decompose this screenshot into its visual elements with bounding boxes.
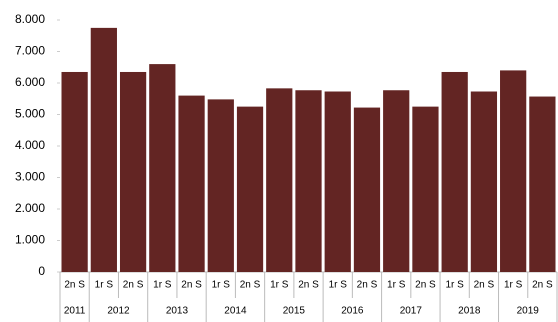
x-tick-label: 1r S [329, 280, 348, 291]
x-group-label: 2015 [283, 306, 306, 317]
x-tick-label: 2n S [240, 280, 261, 291]
x-tick-label: 2n S [181, 280, 202, 291]
x-group-label: 2011 [64, 306, 86, 317]
y-tick-label: 6.000 [15, 75, 45, 89]
x-tick-label: 1r S [387, 280, 406, 291]
y-tick-label: 4.000 [15, 138, 45, 152]
bar [61, 71, 88, 272]
x-group-label: 2017 [400, 306, 423, 317]
x-tick-label: 1r S [95, 280, 114, 291]
x-tick-label: 2n S [357, 280, 378, 291]
x-group-label: 2019 [517, 306, 540, 317]
y-tick-label: 0 [38, 264, 45, 278]
y-tick-label: 3.000 [15, 170, 45, 184]
y-tick-label: 5.000 [15, 107, 45, 121]
x-tick-label: 2n S [532, 280, 553, 291]
y-tick-label: 1.000 [15, 233, 45, 247]
bar [383, 90, 410, 273]
bar [295, 90, 322, 273]
x-tick-label: 2n S [298, 280, 319, 291]
bar [266, 88, 293, 272]
x-group-label: 2018 [458, 306, 481, 317]
x-tick-label: 1r S [446, 280, 465, 291]
y-tick-label: 8.000 [15, 12, 45, 26]
x-tick-label: 1r S [153, 280, 172, 291]
bar [207, 99, 234, 272]
x-tick-label: 1r S [212, 280, 231, 291]
x-tick-label: 2n S [64, 280, 85, 291]
x-group-label: 2014 [224, 306, 247, 317]
x-tick-label: 1r S [504, 280, 523, 291]
x-group-label: 2012 [107, 306, 130, 317]
bar [412, 106, 439, 272]
x-tick-label: 2n S [474, 280, 495, 291]
bar [119, 71, 147, 272]
x-tick-label: 2n S [415, 280, 436, 291]
bar [236, 106, 264, 272]
x-group-label: 2016 [341, 306, 364, 317]
bar [529, 96, 556, 272]
x-tick-label: 2n S [123, 280, 144, 291]
bar [178, 95, 205, 272]
bar [149, 64, 176, 272]
bar [441, 71, 468, 272]
bar [324, 91, 351, 272]
bar [353, 107, 381, 272]
x-group-label: 2013 [166, 306, 189, 317]
bar [500, 70, 527, 273]
y-tick-label: 2.000 [15, 201, 45, 215]
bar [470, 91, 498, 272]
x-tick-label: 1r S [270, 280, 289, 291]
y-tick-label: 7.000 [15, 44, 45, 58]
bar [90, 27, 117, 272]
